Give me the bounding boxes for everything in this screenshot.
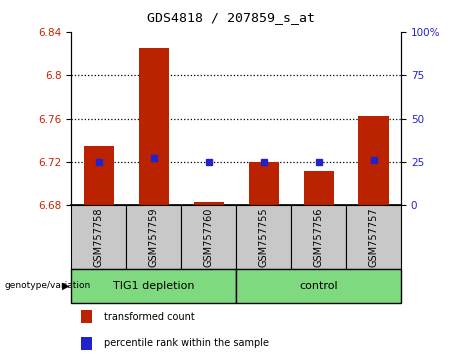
Bar <box>346 205 401 269</box>
Text: TIG1 depletion: TIG1 depletion <box>113 281 195 291</box>
Text: control: control <box>299 281 338 291</box>
Text: ▶: ▶ <box>62 281 70 291</box>
Bar <box>303 171 334 205</box>
Text: genotype/variation: genotype/variation <box>5 281 91 290</box>
Text: GDS4818 / 207859_s_at: GDS4818 / 207859_s_at <box>147 11 314 24</box>
Bar <box>139 48 169 205</box>
Bar <box>126 205 181 269</box>
Text: GSM757756: GSM757756 <box>313 207 324 267</box>
Bar <box>71 205 126 269</box>
Text: percentile rank within the sample: percentile rank within the sample <box>104 338 269 348</box>
Text: GSM757758: GSM757758 <box>94 207 104 267</box>
Bar <box>71 269 236 303</box>
Bar <box>181 205 236 269</box>
Bar <box>84 146 114 205</box>
Bar <box>359 116 389 205</box>
Text: GSM757757: GSM757757 <box>369 207 378 267</box>
Text: GSM757760: GSM757760 <box>204 207 214 267</box>
Bar <box>236 269 401 303</box>
Text: GSM757759: GSM757759 <box>149 207 159 267</box>
Bar <box>291 205 346 269</box>
Bar <box>194 202 224 205</box>
Bar <box>236 205 291 269</box>
Bar <box>248 162 279 205</box>
Text: transformed count: transformed count <box>104 312 195 322</box>
Text: GSM757755: GSM757755 <box>259 207 269 267</box>
